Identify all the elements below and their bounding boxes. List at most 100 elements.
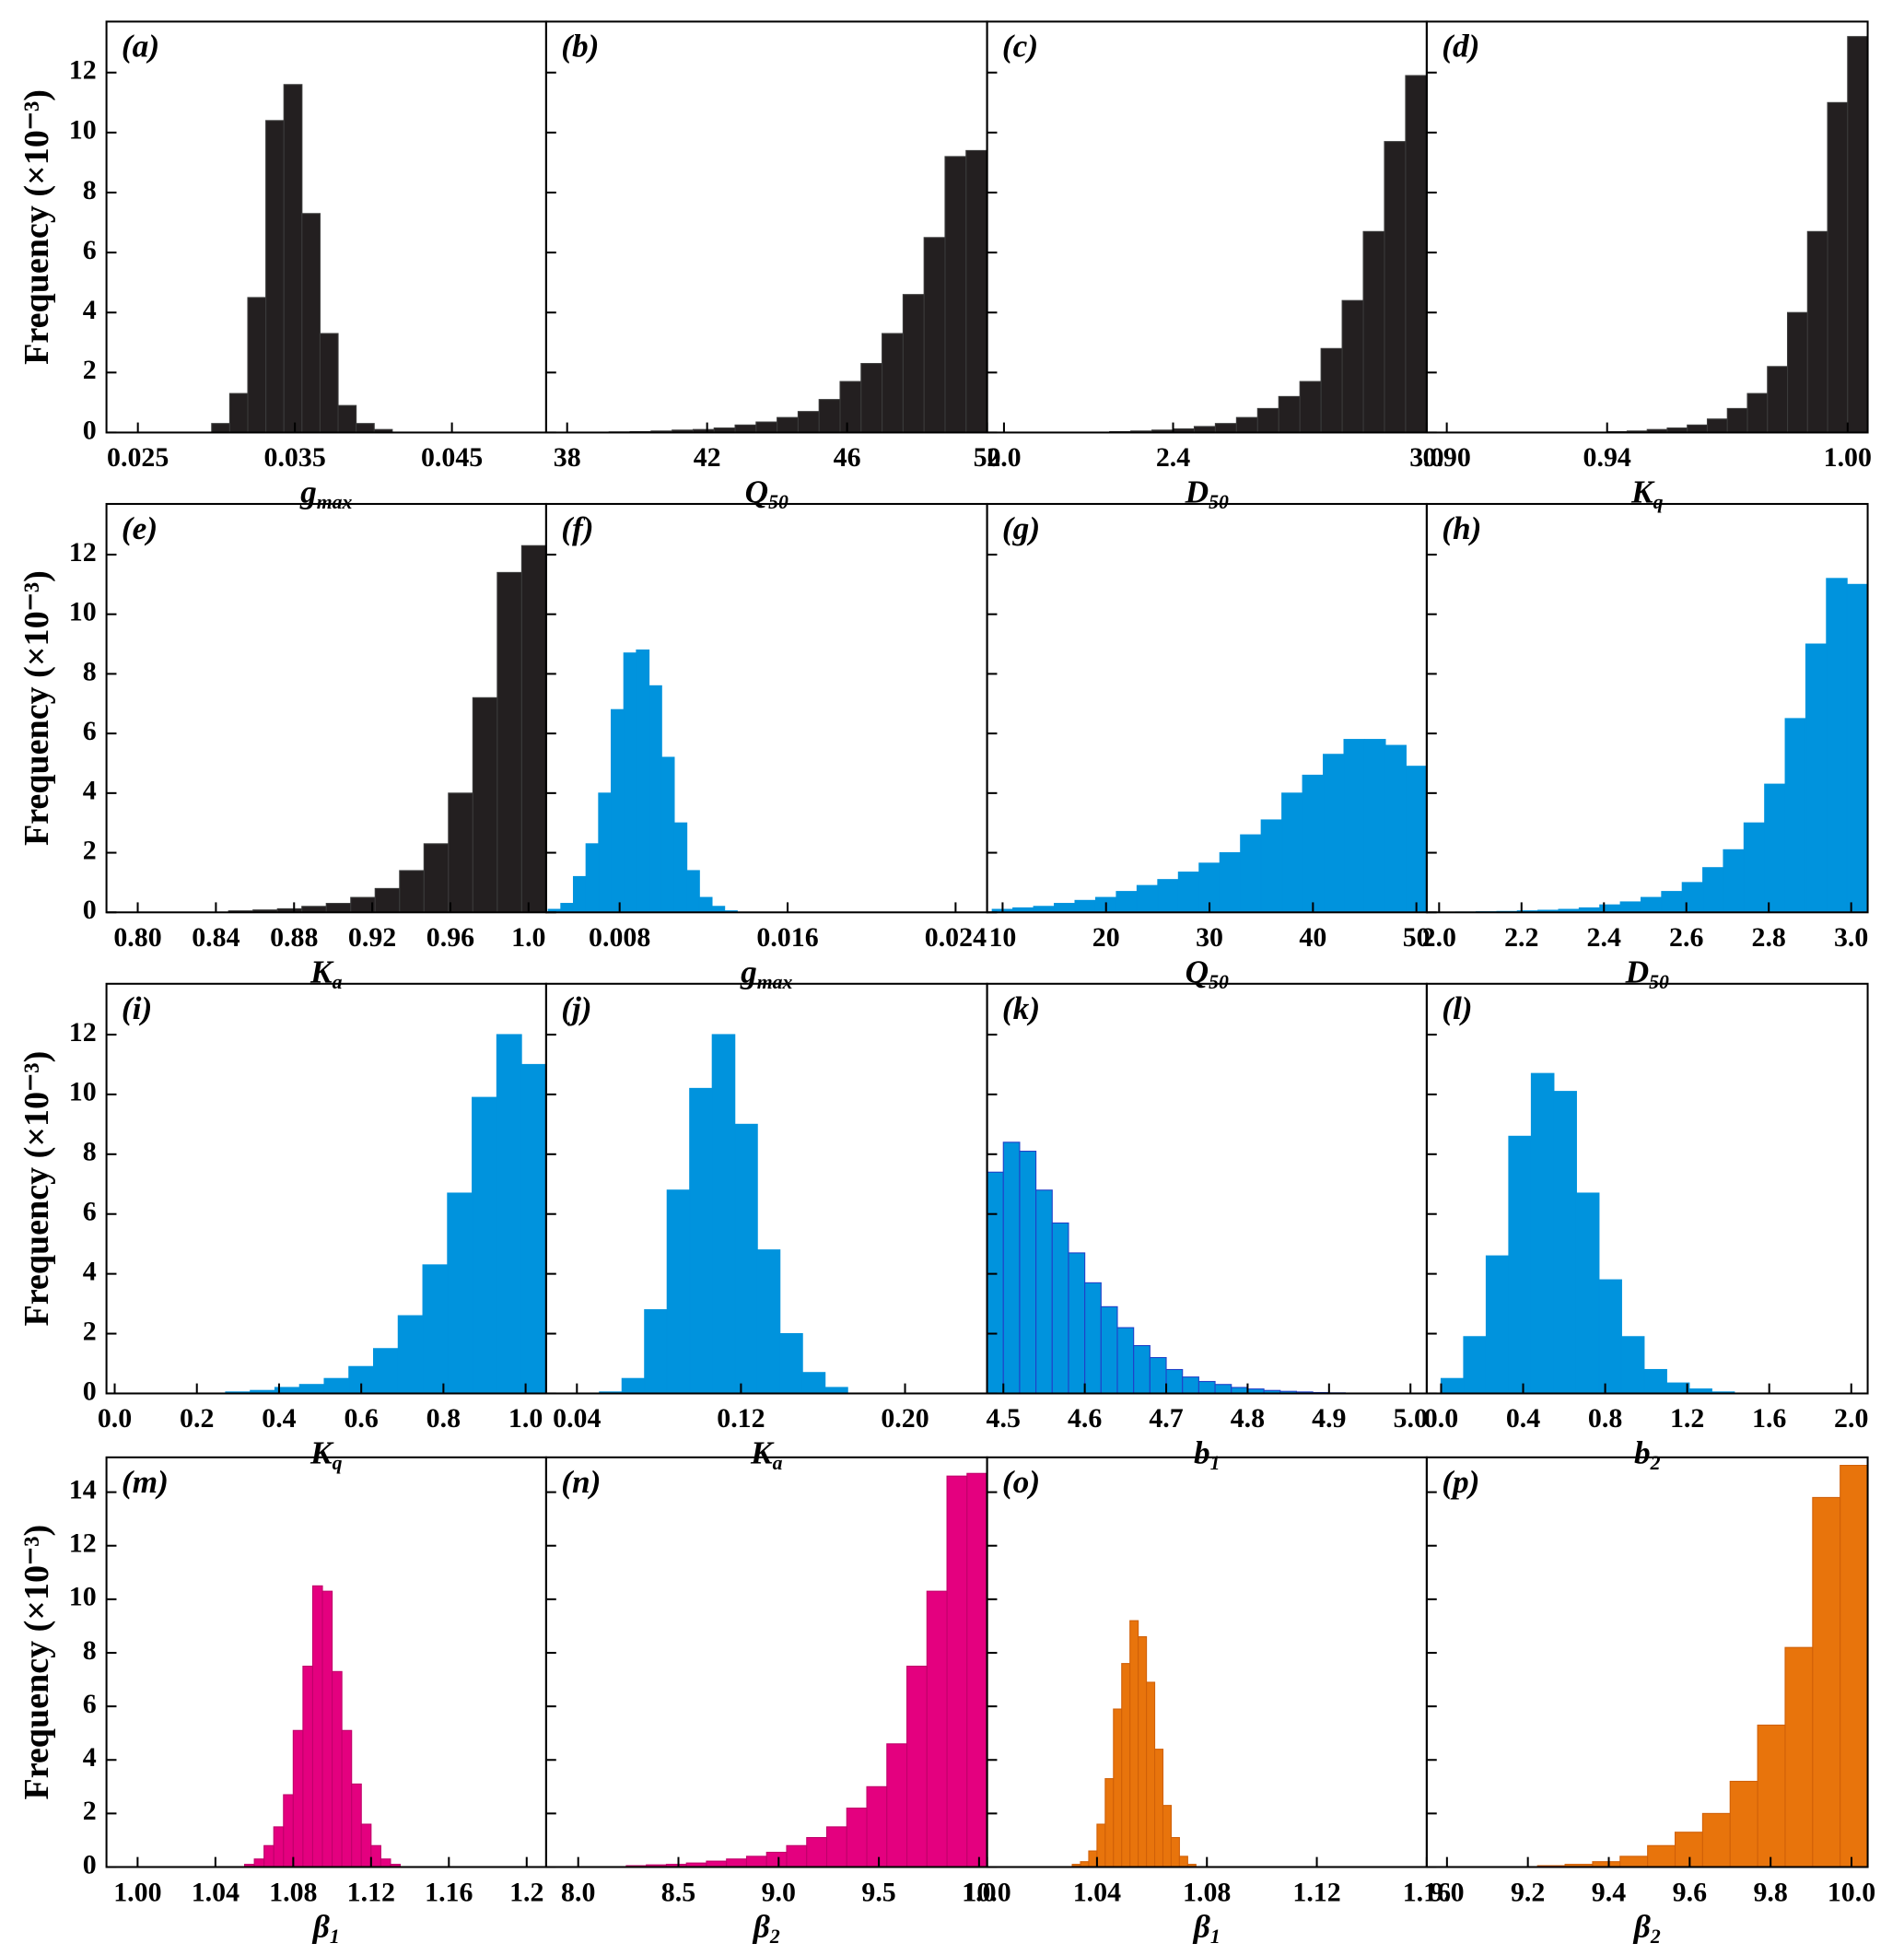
- x-tick-label: 9.8: [1753, 1877, 1787, 1907]
- bar: [923, 237, 946, 434]
- x-axis-label: Kq: [310, 1434, 343, 1474]
- bar: [422, 1264, 449, 1395]
- bar: [448, 792, 473, 913]
- bar: [1182, 1376, 1199, 1395]
- x-axis-label: Kq: [1630, 474, 1664, 513]
- x-tick-label: 1.04: [192, 1877, 239, 1907]
- panel-label: (e): [122, 509, 158, 546]
- bar: [866, 1785, 888, 1868]
- bar: [839, 380, 862, 434]
- bar: [1805, 643, 1828, 913]
- x-tick-label: 1.16: [425, 1877, 473, 1907]
- bar: [1256, 407, 1279, 434]
- bar: [906, 1665, 928, 1868]
- bar: [1530, 1072, 1555, 1395]
- x-tick-label: 0.84: [192, 922, 239, 953]
- bar: [1121, 1663, 1131, 1868]
- bar: [1701, 1812, 1731, 1868]
- y-tick-label: 8: [83, 175, 97, 205]
- bar: [689, 1087, 713, 1395]
- y-axis-label: Frequency (×10⁻³): [18, 1051, 56, 1327]
- bar: [1757, 1724, 1786, 1868]
- bar: [1840, 1465, 1869, 1868]
- bar: [1764, 783, 1786, 913]
- bar: [1363, 739, 1386, 913]
- bar: [265, 120, 285, 434]
- x-tick-label: 0.12: [717, 1403, 765, 1434]
- x-axis-label-sub: 2: [769, 1926, 780, 1948]
- panel-label: (l): [1442, 989, 1472, 1026]
- bar: [786, 1844, 808, 1868]
- x-tick-label: 9.0: [762, 1877, 796, 1907]
- bar: [211, 423, 230, 434]
- bar: [1674, 1832, 1703, 1868]
- bar: [472, 697, 498, 913]
- bar: [1146, 1681, 1156, 1868]
- x-tick-label: 10.0: [963, 1877, 1010, 1907]
- y-axis-label: Frequency (×10⁻³): [18, 89, 56, 365]
- bar: [1681, 882, 1704, 913]
- bar: [1706, 418, 1728, 434]
- panel-frame: [1425, 1456, 1869, 1868]
- bar: [1786, 311, 1808, 434]
- bar: [1002, 1141, 1021, 1395]
- bar: [734, 424, 757, 434]
- bar: [711, 1034, 736, 1395]
- bar: [325, 903, 352, 913]
- panel-label: (c): [1002, 27, 1038, 64]
- x-axis-label-main: g: [740, 953, 757, 989]
- x-axis-label-main: b: [1634, 1434, 1651, 1471]
- bar: [1384, 141, 1407, 434]
- x-tick-label: 1.2: [509, 1877, 543, 1907]
- bar: [373, 1348, 399, 1395]
- x-tick-label: 0.6: [344, 1403, 378, 1434]
- bar: [1784, 718, 1807, 913]
- x-axis-label-sub: 1: [1210, 1926, 1221, 1948]
- x-axis-label-sub: a: [333, 971, 343, 993]
- bar: [623, 652, 637, 913]
- x-axis-label: b2: [1634, 1434, 1661, 1474]
- bar: [777, 416, 799, 434]
- panel: (j) 0.04 0.12 0.20 Ka: [544, 982, 988, 1474]
- y-tick-label: 2: [83, 1316, 97, 1346]
- bar: [1440, 1377, 1465, 1395]
- bar: [228, 392, 249, 434]
- bar: [263, 1844, 275, 1868]
- x-tick-label: 1.6: [1752, 1403, 1786, 1434]
- x-axis-label-sub: 1: [330, 1926, 340, 1948]
- x-tick-label: 9.6: [1673, 1877, 1707, 1907]
- x-axis-label: gmax: [299, 474, 352, 513]
- bar: [860, 363, 883, 434]
- bar: [660, 756, 675, 913]
- bar: [846, 1808, 868, 1868]
- y-tick-label: 6: [83, 1689, 97, 1719]
- bar: [1165, 1368, 1184, 1395]
- bar: [351, 1783, 362, 1868]
- panel-label: (m): [122, 1463, 169, 1500]
- bar: [319, 333, 339, 434]
- bar: [1726, 407, 1748, 434]
- y-tick-label: 12: [69, 1017, 97, 1048]
- panel: (d) 0.90 0.94 1.00 Kq: [1422, 20, 1872, 513]
- bar: [1846, 583, 1869, 913]
- bar: [1133, 1344, 1151, 1395]
- bar: [801, 1372, 826, 1395]
- y-tick-label: 2: [83, 835, 97, 865]
- bar: [1116, 891, 1138, 913]
- panel: (e) 0.80 0.84 0.88 0.92 0.96 1.0 0 2 4 6 8 10 12 Ka Fre…: [18, 502, 547, 993]
- bar: [1665, 1382, 1690, 1395]
- bar: [1096, 1823, 1106, 1868]
- x-tick-label: 1.2: [1670, 1403, 1704, 1434]
- x-axis-label-sub: q: [1653, 491, 1664, 513]
- bar: [886, 1743, 908, 1868]
- panel-frame: [1425, 20, 1869, 434]
- bar: [1260, 819, 1283, 913]
- bar: [1240, 834, 1262, 913]
- panel-label: (i): [122, 989, 152, 1026]
- bar: [1784, 1646, 1814, 1868]
- panel-label: (k): [1002, 989, 1040, 1026]
- bar: [726, 1858, 748, 1868]
- x-axis-label-main: g: [299, 474, 317, 510]
